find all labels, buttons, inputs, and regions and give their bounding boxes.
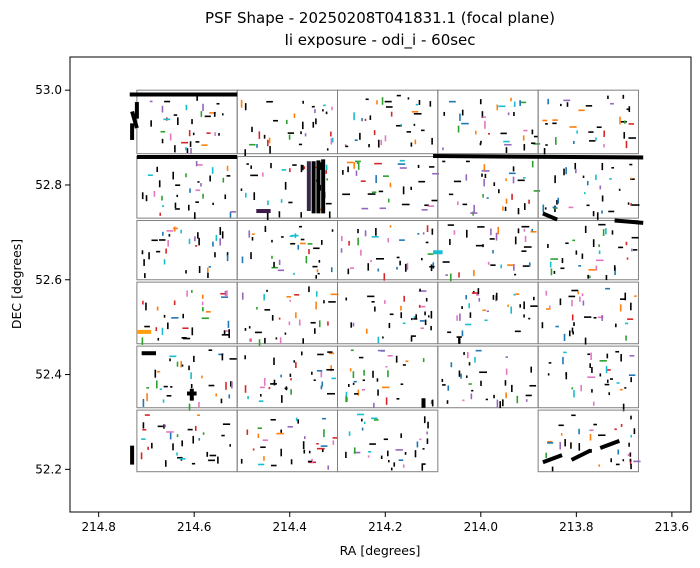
y-axis: 52.2 52.4 52.6 52.8 53.0 <box>35 83 70 476</box>
ccd-frame <box>537 281 639 345</box>
axes-frame <box>69 56 692 513</box>
psf-streak <box>542 211 559 222</box>
ccd-frame <box>437 156 539 219</box>
ccd-frame <box>437 281 539 345</box>
ccd-frame <box>236 220 339 281</box>
ccd-frame <box>537 89 639 155</box>
ccd-frame <box>437 345 539 409</box>
psf-streak <box>130 110 139 129</box>
y-tick-label: 52.4 <box>35 368 62 382</box>
ccd-frame <box>437 89 539 155</box>
plot-area <box>129 89 644 473</box>
ccd-frame <box>337 220 439 281</box>
y-tick-label: 52.8 <box>35 178 62 192</box>
psf-streak <box>614 218 644 225</box>
y-tick-label: 52.6 <box>35 273 62 287</box>
x-tick-label: 214.8 <box>81 520 115 534</box>
psf-streak <box>599 439 621 450</box>
ccd-frame <box>537 156 639 219</box>
ccd-frame <box>337 89 439 155</box>
ccd-frame <box>136 156 238 219</box>
ccd-frame <box>236 345 339 409</box>
chart-title: PSF Shape - 20250208T041831.1 (focal pla… <box>205 9 555 27</box>
ccd-frame <box>537 409 639 473</box>
y-tick-label: 52.2 <box>35 462 62 476</box>
ccd-frame <box>337 409 439 473</box>
x-tick-label: 214.4 <box>273 520 307 534</box>
x-tick-label: 214.2 <box>368 520 402 534</box>
psf-streak <box>433 154 644 160</box>
x-tick-label: 213.6 <box>655 520 689 534</box>
psf-streak <box>570 448 592 462</box>
x-axis: 214.8 214.6 214.4 214.2 214.0 213.8 213.6 <box>81 512 689 534</box>
x-tick-label: 214.6 <box>177 520 211 534</box>
ccd-frame <box>537 345 639 409</box>
ccd-frame <box>236 281 339 345</box>
psf-streak <box>542 453 563 465</box>
ccd-frame <box>437 220 539 281</box>
ccd-frame <box>136 409 238 473</box>
y-axis-label: DEC [degrees] <box>9 239 24 329</box>
x-tick-label: 214.0 <box>464 520 498 534</box>
ccd-frame <box>537 220 639 281</box>
y-tick-label: 53.0 <box>35 83 62 97</box>
ccd-frame <box>337 156 439 219</box>
x-tick-label: 213.8 <box>559 520 593 534</box>
x-axis-label: RA [degrees] <box>340 543 421 558</box>
ccd-frame <box>136 220 238 281</box>
chart-subtitle: Ii exposure - odi_i - 60sec <box>284 31 475 50</box>
